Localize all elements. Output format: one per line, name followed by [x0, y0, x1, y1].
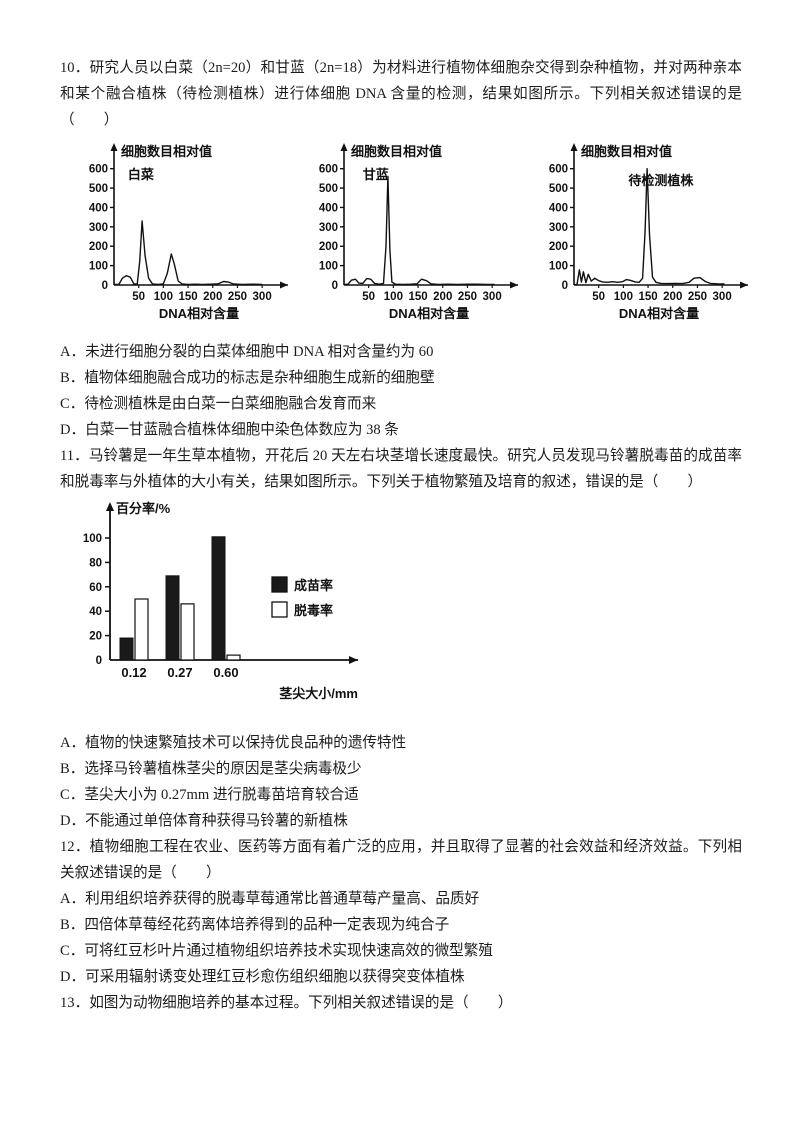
option-10-D: D．白菜一甘蓝融合植株体细胞中染色体数应为 38 条	[60, 422, 399, 438]
svg-text:300: 300	[713, 291, 732, 303]
svg-text:0.12: 0.12	[121, 665, 146, 680]
svg-text:茎尖大小/mm: 茎尖大小/mm	[279, 686, 358, 701]
question-text: 研究人员以白菜（2n=20）和甘蓝（2n=18）为材料进行植物体细胞杂交得到杂种…	[60, 60, 742, 128]
question-number: 10．	[60, 60, 90, 76]
svg-text:500: 500	[549, 183, 568, 195]
svg-text:0.27: 0.27	[167, 665, 192, 680]
svg-text:300: 300	[89, 222, 108, 234]
svg-text:甘蓝: 甘蓝	[363, 167, 389, 182]
svg-text:100: 100	[319, 261, 338, 273]
svg-text:400: 400	[549, 202, 568, 214]
question-text: 植物细胞工程在农业、医药等方面有着广泛的应用，并且取得了显著的社会效益和经济效益…	[60, 839, 742, 881]
svg-text:400: 400	[319, 202, 338, 214]
svg-text:150: 150	[178, 291, 197, 303]
svg-text:DNA相对含量: DNA相对含量	[159, 306, 239, 321]
option-12-B: B．四倍体草莓经花药离体培养得到的品种一定表现为纯合子	[60, 917, 450, 933]
dna-histogram-ganlan: 100 200 300 400 500 600 0 50 100 150 200 250 300 细胞数目…	[304, 139, 532, 331]
option-11-B: B．选择马铃薯植株茎尖的原因是茎尖病毒极少	[60, 761, 362, 777]
svg-text:300: 300	[319, 222, 338, 234]
question-10: 10．研究人员以白菜（2n=20）和甘蓝（2n=18）为材料进行植物体细胞杂交得…	[60, 55, 748, 443]
dna-histogram-daijiance: 100 200 300 400 500 600 0 50 100 150 200 250 300 细胞数目…	[534, 139, 762, 331]
svg-text:待检测植株: 待检测植株	[627, 173, 694, 188]
question-text: 如图为动物细胞培养的基本过程。下列相关叙述错误的是（ ）	[89, 995, 513, 1011]
question-11-stem: 11．马铃薯是一年生草本植物，开花后 20 天左右块茎增长速度最快。研究人员发现…	[60, 443, 742, 495]
svg-text:200: 200	[549, 241, 568, 253]
svg-text:0: 0	[562, 280, 568, 292]
svg-text:200: 200	[433, 291, 452, 303]
svg-text:500: 500	[319, 183, 338, 195]
svg-text:20: 20	[89, 631, 102, 643]
svg-text:600: 600	[549, 164, 568, 176]
question-12: 12．植物细胞工程在农业、医药等方面有着广泛的应用，并且取得了显著的社会效益和经…	[60, 834, 742, 990]
svg-text:0: 0	[102, 280, 108, 292]
option-12-A: A．利用组织培养获得的脱毒草莓通常比普通草莓产量高、品质好	[60, 891, 480, 907]
svg-text:100: 100	[83, 533, 102, 545]
svg-text:250: 250	[688, 291, 707, 303]
svg-text:50: 50	[132, 291, 145, 303]
question-number: 13．	[60, 995, 90, 1011]
svg-text:50: 50	[362, 291, 375, 303]
question-12-stem: 12．植物细胞工程在农业、医药等方面有着广泛的应用，并且取得了显著的社会效益和经…	[60, 834, 742, 886]
option-10-B: B．植物体细胞融合成功的标志是杂种细胞生成新的细胞壁	[60, 370, 435, 386]
svg-text:300: 300	[253, 291, 272, 303]
svg-text:50: 50	[592, 291, 605, 303]
svg-text:0: 0	[332, 280, 338, 292]
option-11-D: D．不能通过单倍体育种获得马铃薯的新植株	[60, 813, 348, 829]
svg-text:200: 200	[319, 241, 338, 253]
svg-text:300: 300	[549, 222, 568, 234]
svg-text:细胞数目相对值: 细胞数目相对值	[121, 144, 212, 159]
svg-text:500: 500	[89, 183, 108, 195]
svg-text:0: 0	[96, 655, 102, 667]
svg-text:80: 80	[89, 557, 102, 569]
svg-text:细胞数目相对值: 细胞数目相对值	[581, 144, 672, 159]
question-13-stem: 13．如图为动物细胞培养的基本过程。下列相关叙述错误的是（ ）	[60, 990, 742, 1016]
question-13: 13．如图为动物细胞培养的基本过程。下列相关叙述错误的是（ ）	[60, 990, 742, 1016]
potato-bar-chart: 0 20 40 60 80 100 百分率/% 0.12 0.27 0.60 茎尖大小/mm 成苗率脱…	[68, 497, 742, 724]
svg-text:250: 250	[458, 291, 477, 303]
question-text: 马铃薯是一年生草本植物，开花后 20 天左右块茎增长速度最快。研究人员发现马铃薯…	[60, 448, 742, 490]
svg-text:100: 100	[614, 291, 633, 303]
option-12-C: C．可将红豆杉叶片通过植物组织培养技术实现快速高效的微型繁殖	[60, 943, 493, 959]
dna-histogram-baicai: 100 200 300 400 500 600 0 50 100 150 200 250 300 细胞数目…	[74, 139, 302, 331]
question-number: 12．	[60, 839, 90, 855]
svg-text:600: 600	[319, 164, 338, 176]
svg-text:百分率/%: 百分率/%	[116, 501, 171, 516]
svg-text:250: 250	[228, 291, 247, 303]
svg-text:150: 150	[408, 291, 427, 303]
svg-text:脱毒率: 脱毒率	[294, 603, 333, 618]
svg-text:200: 200	[663, 291, 682, 303]
svg-text:100: 100	[384, 291, 403, 303]
svg-text:DNA相对含量: DNA相对含量	[389, 306, 469, 321]
svg-text:400: 400	[89, 202, 108, 214]
svg-text:100: 100	[549, 261, 568, 273]
option-12-D: D．可采用辐射诱变处理红豆杉愈伤组织细胞以获得突变体植株	[60, 969, 465, 985]
svg-text:DNA相对含量: DNA相对含量	[619, 306, 699, 321]
svg-text:60: 60	[89, 582, 102, 594]
svg-text:600: 600	[89, 164, 108, 176]
question-11: 11．马铃薯是一年生草本植物，开花后 20 天左右块茎增长速度最快。研究人员发现…	[60, 443, 742, 834]
option-11-C: C．茎尖大小为 0.27mm 进行脱毒苗培育较合适	[60, 787, 359, 803]
option-10-C: C．待检测植株是由白菜一白菜细胞融合发育而来	[60, 396, 377, 412]
question-10-stem: 10．研究人员以白菜（2n=20）和甘蓝（2n=18）为材料进行植物体细胞杂交得…	[60, 55, 742, 133]
svg-text:细胞数目相对值: 细胞数目相对值	[351, 144, 442, 159]
svg-text:200: 200	[203, 291, 222, 303]
question-10-figures: 100 200 300 400 500 600 0 50 100 150 200 250 300 细胞数目…	[74, 139, 748, 331]
svg-text:40: 40	[89, 606, 102, 618]
svg-text:100: 100	[89, 261, 108, 273]
question-number: 11．	[60, 448, 89, 464]
svg-text:成苗率: 成苗率	[294, 578, 333, 593]
option-10-A: A．未进行细胞分裂的白菜体细胞中 DNA 相对含量约为 60	[60, 344, 434, 360]
svg-text:白菜: 白菜	[128, 167, 154, 182]
svg-text:100: 100	[154, 291, 173, 303]
svg-text:200: 200	[89, 241, 108, 253]
svg-text:150: 150	[638, 291, 657, 303]
option-11-A: A．植物的快速繁殖技术可以保持优良品种的遗传特性	[60, 735, 407, 751]
svg-text:0.60: 0.60	[213, 665, 238, 680]
svg-text:300: 300	[483, 291, 502, 303]
